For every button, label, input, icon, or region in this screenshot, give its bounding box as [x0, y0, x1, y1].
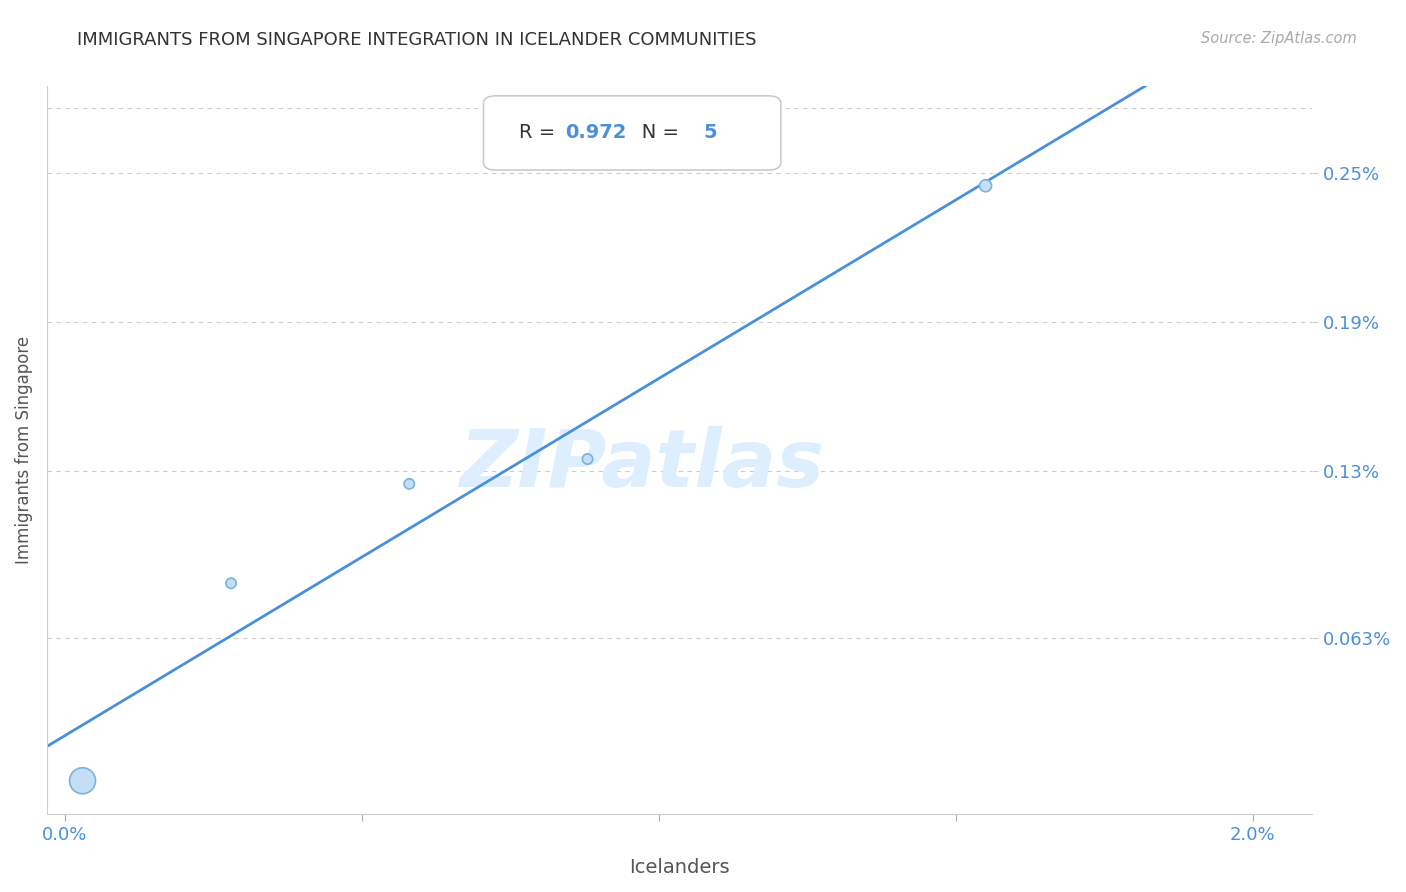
Text: R =: R = [519, 123, 561, 143]
Text: IMMIGRANTS FROM SINGAPORE INTEGRATION IN ICELANDER COMMUNITIES: IMMIGRANTS FROM SINGAPORE INTEGRATION IN… [77, 31, 756, 49]
Y-axis label: Immigrants from Singapore: Immigrants from Singapore [15, 336, 32, 565]
Point [974, 178, 997, 193]
Text: 5: 5 [703, 123, 717, 143]
Text: N =: N = [623, 123, 685, 143]
Point [219, 576, 242, 591]
Text: Source: ZipAtlas.com: Source: ZipAtlas.com [1201, 31, 1357, 46]
Text: ZIPatlas: ZIPatlas [460, 425, 824, 504]
X-axis label: Icelanders: Icelanders [630, 858, 730, 877]
FancyBboxPatch shape [484, 95, 780, 170]
Point [72, 773, 94, 788]
Text: 0.972: 0.972 [565, 123, 626, 143]
Point [576, 452, 599, 467]
Point [398, 476, 420, 491]
